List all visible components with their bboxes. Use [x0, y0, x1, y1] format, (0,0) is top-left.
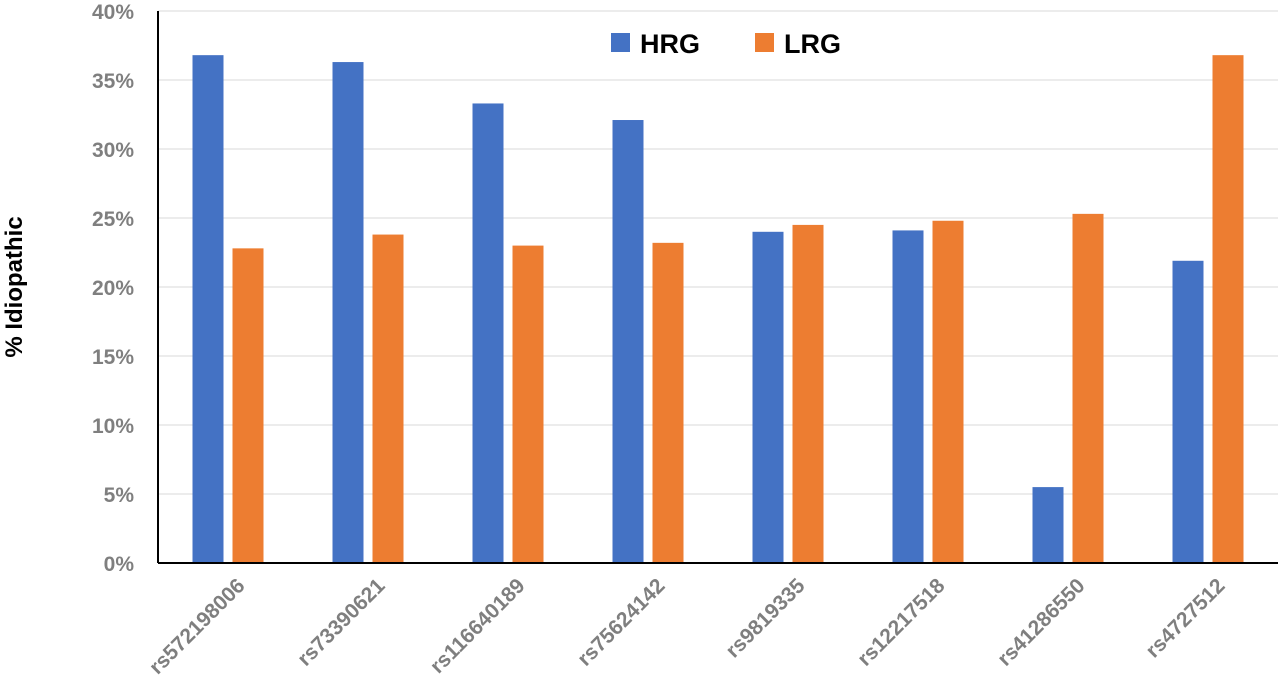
bar-hrg-rs4727512 — [1172, 260, 1204, 563]
bar-lrg-rs12217518 — [932, 220, 964, 563]
bar-hrg-rs75624142 — [612, 120, 644, 564]
axes — [157, 11, 1278, 564]
x-tick-label: rs12217518 — [853, 574, 950, 671]
legend-label-lrg: LRG — [784, 29, 841, 59]
bars — [192, 55, 1244, 564]
x-tick-label: rs75624142 — [573, 574, 669, 670]
y-axis-label: % Idiopathic — [1, 216, 28, 357]
y-tick-labels: 0% 5% 10% 15% 20% 25% 30% 35% 40% — [92, 1, 134, 576]
legend-swatch-lrg — [755, 33, 774, 52]
bar-lrg-rs41286550 — [1072, 213, 1104, 564]
y-tick-label: 10% — [92, 415, 134, 438]
bar-lrg-rs572198006 — [232, 248, 264, 564]
x-tick-label: rs572198006 — [145, 574, 250, 679]
bar-hrg-rs12217518 — [892, 230, 924, 564]
x-tick-labels: rs572198006 rs73390621 rs116640189 rs756241… — [145, 574, 1230, 679]
y-tick-label: 25% — [92, 208, 134, 231]
bar-hrg-rs116640189 — [472, 103, 504, 564]
x-tick-label: rs9819335 — [721, 574, 809, 662]
x-tick-label: rs73390621 — [293, 574, 390, 671]
legend-swatch-hrg — [611, 33, 630, 52]
y-tick-label: 40% — [92, 1, 134, 24]
x-tick-label: rs4727512 — [1141, 574, 1229, 662]
legend-label-hrg: HRG — [640, 29, 700, 59]
y-tick-label: 5% — [104, 484, 135, 507]
bar-lrg-rs4727512 — [1212, 55, 1244, 563]
bar-lrg-rs75624142 — [652, 242, 684, 563]
y-tick-label: 30% — [92, 139, 134, 162]
gridlines — [158, 10, 1278, 495]
bar-lrg-rs9819335 — [792, 224, 824, 563]
y-tick-label: 0% — [104, 553, 135, 576]
x-tick-label: rs41286550 — [993, 574, 1089, 670]
y-tick-label: 35% — [92, 70, 134, 93]
bar-hrg-rs73390621 — [332, 62, 364, 564]
bar-hrg-rs9819335 — [752, 231, 784, 564]
y-tick-label: 20% — [92, 277, 134, 300]
bar-hrg-rs572198006 — [192, 55, 224, 563]
bar-lrg-rs73390621 — [372, 234, 404, 563]
legend: HRG LRG — [611, 29, 841, 59]
bar-hrg-rs41286550 — [1032, 487, 1064, 563]
x-tick-label: rs116640189 — [426, 574, 530, 678]
y-tick-label: 15% — [92, 346, 134, 369]
bar-lrg-rs116640189 — [512, 245, 544, 563]
